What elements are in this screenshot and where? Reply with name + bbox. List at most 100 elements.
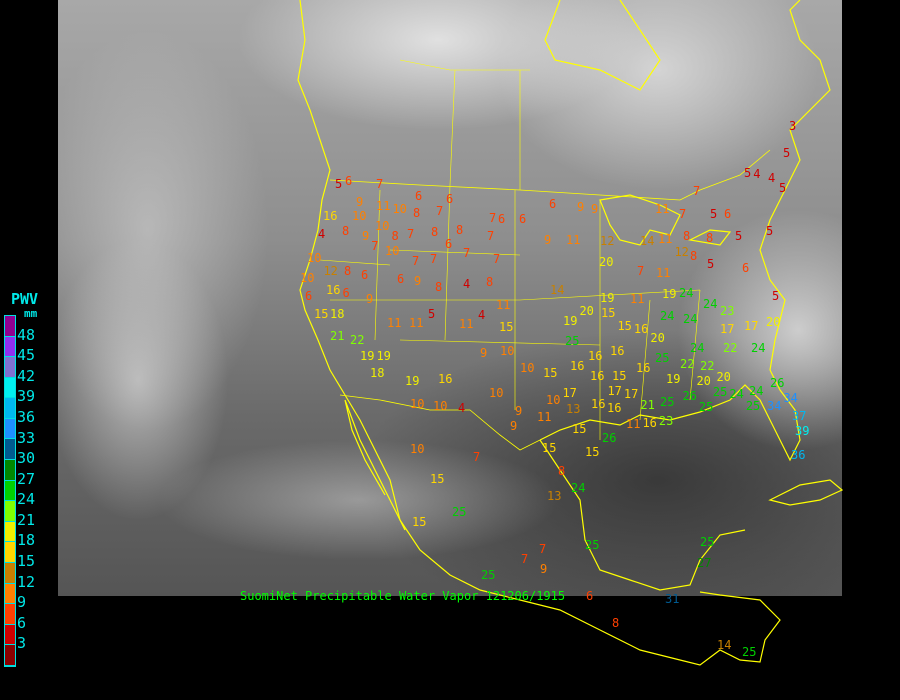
station-pwv-value: 6 [305,289,312,303]
station-pwv-value: 4 [768,171,775,185]
legend-swatch [5,460,15,481]
station-pwv-value: 6 [397,272,404,286]
state-lines [319,59,701,440]
station-pwv-value: 6 [345,174,352,188]
station-pwv-value: 15 [612,369,626,383]
station-pwv-value: 20 [696,374,710,388]
station-pwv-value: 25 [655,351,669,365]
legend-label: 12 [17,572,36,591]
station-pwv-value: 17 [624,387,638,401]
station-pwv-value: 21 [330,329,344,343]
station-pwv-value: 15 [430,472,444,486]
cuba [768,479,844,506]
station-pwv-value: 19 [405,374,419,388]
color-scale-bar [4,315,16,667]
station-pwv-value: 8 [690,249,697,263]
station-pwv-value: 11 [626,417,640,431]
station-pwv-value: 7 [637,264,644,278]
station-pwv-value: 19 [600,291,614,305]
station-pwv-value: 5 [744,166,751,180]
station-pwv-value: 25 [565,334,579,348]
hudson-bay [544,0,661,91]
station-pwv-value: 36 [791,448,805,462]
station-pwv-value: 10 [392,202,406,216]
station-pwv-value: 15 [314,307,328,321]
legend-label: 3 [17,634,27,653]
station-pwv-value: 26 [770,376,784,390]
legend-swatch [5,377,15,399]
station-pwv-value: 15 [572,422,586,436]
station-pwv-value: 7 [412,254,419,268]
station-pwv-value: 6 [742,261,749,275]
station-pwv-value: 15 [601,306,615,320]
station-pwv-value: 5 [710,207,717,221]
station-pwv-value: 25 [746,399,760,413]
station-pwv-value: 11 [496,298,510,312]
station-pwv-value: 22 [700,359,714,373]
legend-label: 6 [17,613,27,632]
station-pwv-value: 15 [617,319,631,333]
station-pwv-value: 21 [640,398,654,412]
station-pwv-value: 7 [489,211,496,225]
station-pwv-value: 15 [412,515,426,529]
station-pwv-value: 4 [318,227,325,241]
station-pwv-value: 8 [342,224,349,238]
legend-swatch [5,542,15,563]
legend-swatch [5,604,15,625]
station-pwv-value: 13 [566,402,580,416]
legend-swatch [5,501,15,522]
legend-label: 42 [17,366,36,385]
station-pwv-value: 16 [590,369,604,383]
station-pwv-value: 10 [546,393,560,407]
station-pwv-value: 9 [414,274,421,288]
station-pwv-value: 17 [607,384,621,398]
station-pwv-value: 8 [391,229,398,243]
station-pwv-value: 7 [371,239,378,253]
map-caption: SuomiNet Precipitable Water Vapor 121206… [240,589,566,603]
station-pwv-value: 14 [717,638,731,652]
east-coast [759,0,831,371]
station-pwv-value: 11 [387,316,401,330]
canada-border [329,149,771,201]
station-pwv-value: 16 [591,397,605,411]
station-pwv-value: 26 [602,431,616,445]
station-pwv-value: 9 [577,200,584,214]
station-pwv-value: 24 [751,341,765,355]
station-pwv-value: 5 [335,177,342,191]
station-pwv-value: 7 [436,204,443,218]
station-pwv-value: 23 [659,414,673,428]
station-pwv-value: 16 [634,322,648,336]
station-pwv-value: 25 [585,538,599,552]
station-pwv-value: 16 [438,372,452,386]
legend-swatch [5,624,15,646]
station-pwv-value: 6 [498,212,505,226]
station-pwv-value: 4 [463,277,470,291]
station-pwv-value: 8 [486,275,493,289]
station-pwv-value: 20 [716,370,730,384]
station-pwv-value: 7 [539,542,546,556]
station-pwv-value: 23 [720,304,734,318]
station-pwv-value: 10 [352,209,366,223]
station-pwv-value: 5 [707,257,714,271]
station-pwv-value: 8 [344,264,351,278]
station-pwv-value: 37 [792,409,806,423]
station-pwv-value: 16 [570,359,584,373]
legend-label: 21 [17,510,36,529]
station-pwv-value: 10 [375,219,389,233]
station-pwv-value: 5 [428,307,435,321]
gulf-coast [539,369,801,591]
station-pwv-value: 5 [772,289,779,303]
station-pwv-value: 8 [706,231,713,245]
station-pwv-value: 17 [562,386,576,400]
station-pwv-value: 6 [342,286,349,300]
station-pwv-value: 15 [499,320,513,334]
station-pwv-value: 9 [544,233,551,247]
station-pwv-value: 9 [591,202,598,216]
station-pwv-value: 12 [674,245,688,259]
station-pwv-value: 24 [660,309,674,323]
station-pwv-value: 16 [610,344,624,358]
station-pwv-value: 25 [699,400,713,414]
station-pwv-value: 9 [362,229,369,243]
station-pwv-value: 17 [720,322,734,336]
station-pwv-value: 10 [433,399,447,413]
